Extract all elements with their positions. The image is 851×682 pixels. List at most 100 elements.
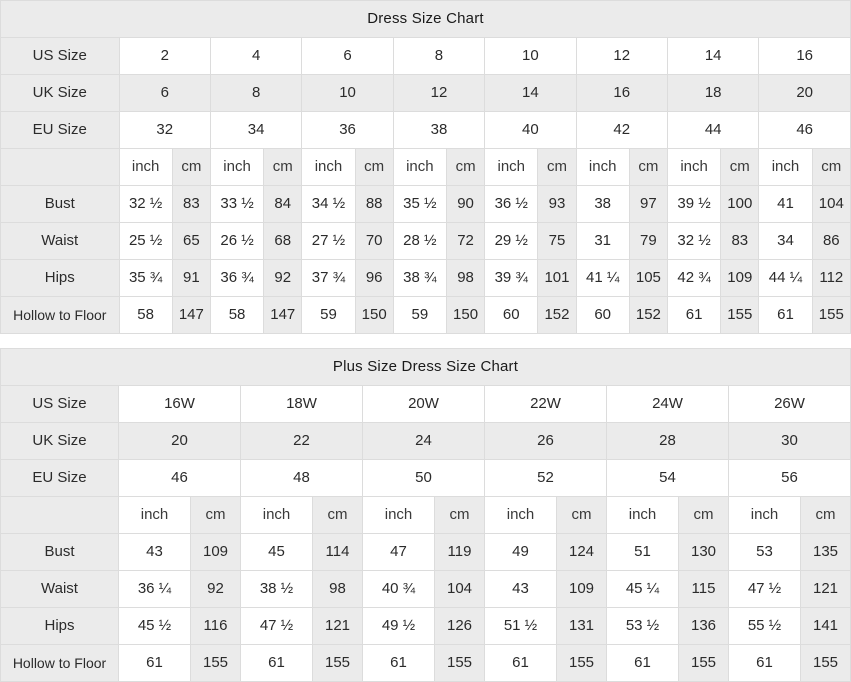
size-row-eu-size: EU Size 32 34 36 38 40 42 44 46	[0, 111, 851, 149]
measurement-cell-inch: 53	[728, 533, 801, 571]
measurement-cell-cm: 68	[263, 222, 303, 260]
unit-header-cm: cm	[800, 496, 851, 534]
measurement-cell-inch: 47 ½	[728, 570, 801, 608]
size-value-cell: 14	[666, 37, 760, 75]
units-row: inch cm inch cm inch cm inch cm inch cm inch cm inch…	[0, 148, 851, 186]
measurement-cell-inch: 39 ¾	[484, 259, 539, 297]
measurement-cell-inch: 25 ½	[118, 222, 173, 260]
measurement-cell-inch: 53 ½	[606, 607, 679, 645]
measurement-cell-cm: 130	[678, 533, 729, 571]
measurement-cell-inch: 34 ½	[301, 185, 356, 223]
measurement-row-waist: Waist 25 ½ 65 26 ½ 68 27 ½ 70 28 ½ 72 29 ½ 75 31 79 3…	[0, 222, 851, 260]
measurement-cell-cm: 147	[263, 296, 303, 334]
chart-separator	[0, 334, 851, 348]
row-label: EU Size	[0, 459, 119, 497]
size-value-cell: 36	[301, 111, 394, 149]
measurement-cell-cm: 101	[537, 259, 577, 297]
measurement-cell-cm: 126	[434, 607, 485, 645]
measurement-cell-cm: 124	[556, 533, 607, 571]
measurement-cell-cm: 155	[811, 296, 851, 334]
size-value-cell: 48	[240, 459, 363, 497]
size-value-cell: 54	[606, 459, 729, 497]
size-row-us-size: US Size 2 4 6 8 10 12 14 16	[0, 37, 851, 75]
size-value-cell: 38	[392, 111, 486, 149]
unit-header-inch: inch	[575, 148, 630, 186]
measurement-cell-cm: 112	[811, 259, 851, 297]
measurement-cell-cm: 155	[190, 644, 241, 682]
plus-size-chart-table: Plus Size Dress Size Chart US Size 16W 18W 2…	[0, 348, 851, 682]
chart-title: Dress Size Chart	[0, 0, 851, 38]
measurement-cell-inch: 55 ½	[728, 607, 801, 645]
measurement-cell-inch: 38	[575, 185, 630, 223]
measurement-cell-cm: 70	[354, 222, 394, 260]
plus-size-chart-block: Plus Size Dress Size Chart US Size 16W 18W 2…	[0, 348, 851, 682]
size-value-cell: 18	[666, 74, 760, 112]
size-value-cell: 20W	[362, 385, 485, 423]
chart-title-row: Dress Size Chart	[0, 0, 851, 38]
measurement-cell-inch: 31	[575, 222, 630, 260]
size-value-cell: 8	[209, 74, 303, 112]
measurement-cell-cm: 155	[312, 644, 363, 682]
size-value-cell: 16W	[118, 385, 241, 423]
size-value-cell: 16	[575, 74, 668, 112]
unit-header-inch: inch	[362, 496, 435, 534]
units-row-label	[0, 148, 120, 186]
measurement-row-hollow-to-floor: Hollow to Floor 58 147 58 147 59 150 59 150 60 152…	[0, 296, 851, 334]
measurement-cell-cm: 93	[537, 185, 577, 223]
size-value-cell: 12	[575, 37, 668, 75]
row-label: US Size	[0, 385, 119, 423]
measurement-cell-cm: 83	[171, 185, 211, 223]
measurement-cell-cm: 131	[556, 607, 607, 645]
measurement-cell-inch: 43	[118, 533, 191, 571]
measurement-cell-cm: 119	[434, 533, 485, 571]
measurement-cell-inch: 58	[209, 296, 265, 334]
size-value-cell: 42	[575, 111, 668, 149]
measurement-cell-inch: 45 ¼	[606, 570, 679, 608]
unit-header-inch: inch	[118, 148, 173, 186]
measurement-cell-cm: 72	[445, 222, 486, 260]
measurement-cell-inch: 36 ¾	[209, 259, 265, 297]
measurement-cell-inch: 61	[728, 644, 801, 682]
measurement-row-hips: Hips 45 ½ 116 47 ½ 121 49 ½ 126 51 ½ 131 53 ½ 136 5…	[0, 607, 851, 645]
measurement-cell-inch: 40 ¾	[362, 570, 435, 608]
measurement-cell-cm: 92	[263, 259, 303, 297]
measurement-cell-inch: 34	[758, 222, 813, 260]
measurement-cell-inch: 39 ½	[666, 185, 722, 223]
measurement-cell-cm: 97	[628, 185, 668, 223]
unit-header-inch: inch	[392, 148, 447, 186]
size-value-cell: 6	[118, 74, 211, 112]
row-label: UK Size	[0, 74, 120, 112]
measurement-cell-cm: 104	[811, 185, 851, 223]
measurement-cell-inch: 51	[606, 533, 679, 571]
size-value-cell: 12	[392, 74, 486, 112]
measurement-cell-inch: 33 ½	[209, 185, 265, 223]
unit-header-inch: inch	[666, 148, 722, 186]
unit-header-cm: cm	[678, 496, 729, 534]
measurement-cell-cm: 141	[800, 607, 851, 645]
measurement-cell-inch: 41 ¼	[575, 259, 630, 297]
measurement-cell-cm: 90	[445, 185, 486, 223]
row-label: US Size	[0, 37, 120, 75]
size-value-cell: 22	[240, 422, 363, 460]
size-value-cell: 2	[118, 37, 211, 75]
measurement-cell-inch: 29 ½	[484, 222, 539, 260]
measurement-cell-inch: 36 ½	[484, 185, 539, 223]
unit-header-cm: cm	[556, 496, 607, 534]
measurement-cell-inch: 61	[362, 644, 435, 682]
measurement-cell-inch: 59	[392, 296, 447, 334]
measurement-cell-cm: 83	[720, 222, 760, 260]
size-value-cell: 52	[484, 459, 607, 497]
size-value-cell: 22W	[484, 385, 607, 423]
row-label: Hollow to Floor	[0, 296, 120, 334]
size-value-cell: 24	[362, 422, 485, 460]
unit-header-inch: inch	[606, 496, 679, 534]
units-row-label	[0, 496, 119, 534]
measurement-cell-inch: 58	[118, 296, 173, 334]
size-value-cell: 20	[118, 422, 241, 460]
unit-header-cm: cm	[537, 148, 577, 186]
chart-title: Plus Size Dress Size Chart	[0, 348, 851, 386]
unit-header-cm: cm	[171, 148, 211, 186]
measurement-cell-inch: 36 ¼	[118, 570, 191, 608]
measurement-cell-cm: 100	[720, 185, 760, 223]
unit-header-cm: cm	[190, 496, 241, 534]
